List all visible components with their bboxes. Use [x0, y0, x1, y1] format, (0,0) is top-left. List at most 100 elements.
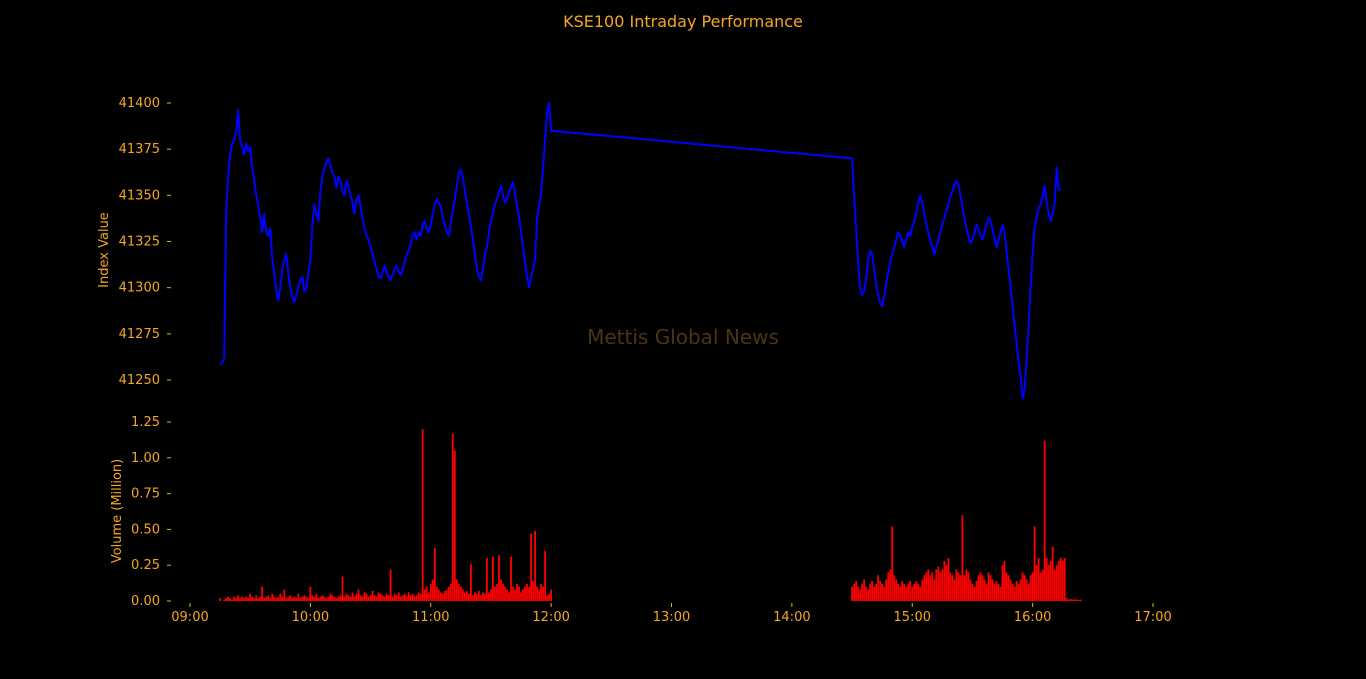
volume-bar	[457, 583, 460, 601]
volume-bar	[943, 560, 946, 601]
volume-bar	[931, 572, 934, 601]
volume-series	[219, 429, 1082, 601]
volume-bar	[265, 596, 268, 601]
volume-bar	[971, 583, 974, 601]
volume-bar	[421, 429, 424, 601]
volume-bar	[233, 596, 235, 601]
volume-bar	[919, 586, 922, 601]
volume-bar	[1037, 558, 1040, 601]
volume-bar	[395, 595, 398, 601]
x-tick-label: 11:00	[412, 610, 449, 625]
x-axis: 09:00 10:00 11:00 12:00 13:00 14:00 15:00 16:00…	[171, 603, 1172, 625]
volume-bar	[524, 586, 526, 601]
volume-bar	[339, 595, 342, 601]
volume-bar	[484, 593, 486, 601]
volume-bar	[1059, 558, 1062, 601]
volume-bar	[285, 598, 288, 601]
index-y-axis-label: Index Value	[97, 212, 112, 288]
volume-bar	[429, 583, 432, 601]
volume-bar	[488, 592, 490, 601]
volume-bar	[911, 586, 914, 601]
volume-bar	[887, 572, 890, 601]
volume-bar	[333, 596, 336, 601]
volume-bar	[1011, 583, 1014, 601]
volume-bar	[347, 595, 350, 601]
volume-bar	[303, 595, 306, 601]
volume-bar	[1073, 599, 1076, 601]
volume-bar	[1045, 558, 1048, 601]
volume-bar	[500, 579, 502, 601]
volume-bar	[1055, 565, 1058, 601]
volume-bar	[867, 589, 869, 601]
volume-bar	[518, 586, 520, 601]
volume-bar	[853, 583, 855, 601]
volume-bar	[999, 586, 1002, 601]
volume-bar	[917, 583, 920, 601]
volume-bar	[435, 586, 438, 601]
volume-bar	[857, 586, 859, 601]
volume-bar	[949, 572, 952, 601]
volume-bar	[335, 598, 338, 601]
volume-bar	[329, 593, 332, 601]
volume-bar	[319, 596, 322, 601]
volume-bar	[975, 581, 978, 601]
volume-bar	[1031, 572, 1034, 601]
volume-bar	[464, 592, 466, 601]
volume-bar	[897, 583, 900, 601]
volume-bar	[532, 581, 534, 601]
volume-bar	[393, 593, 396, 601]
volume-y-tick-label: 1.25	[131, 415, 160, 430]
volume-bar	[355, 593, 358, 601]
volume-bar	[955, 569, 958, 601]
volume-bar	[901, 581, 904, 601]
volume-bar	[453, 450, 456, 601]
x-tick-label: 15:00	[894, 610, 931, 625]
volume-bar	[516, 583, 518, 601]
volume-bar	[893, 575, 896, 601]
volume-bar	[307, 598, 310, 601]
volume-bar	[315, 593, 318, 601]
volume-bar	[969, 579, 972, 601]
volume-bar	[522, 589, 524, 601]
volume-bar	[1023, 575, 1026, 601]
volume-bar	[451, 433, 454, 601]
volume-bar	[873, 586, 875, 601]
volume-bar	[909, 581, 912, 601]
x-tick-label: 10:00	[292, 610, 329, 625]
volume-bar	[257, 598, 260, 601]
volume-bar	[1065, 598, 1068, 601]
volume-bar	[462, 589, 464, 601]
volume-bar	[267, 595, 270, 601]
volume-bar	[431, 579, 434, 601]
volume-bar	[1029, 575, 1032, 601]
volume-bar	[534, 530, 536, 601]
volume-bar	[1077, 599, 1080, 601]
volume-bar	[275, 598, 278, 601]
volume-bar	[445, 589, 448, 601]
x-tick-label: 12:00	[532, 610, 569, 625]
volume-bar	[869, 583, 871, 601]
volume-bar	[937, 566, 940, 601]
volume-bar	[277, 596, 280, 601]
volume-bar	[983, 579, 986, 601]
volume-bar	[895, 579, 898, 601]
volume-bar	[403, 593, 406, 601]
volume-bar	[923, 575, 926, 601]
volume-bar	[1047, 565, 1050, 601]
volume-bar	[237, 595, 240, 601]
volume-bar	[995, 581, 998, 601]
volume-bar	[927, 569, 930, 601]
volume-bar	[365, 593, 368, 601]
volume-bar	[427, 592, 430, 601]
volume-bar	[536, 586, 538, 601]
volume-bar	[261, 586, 264, 601]
volume-bar	[494, 586, 496, 601]
index-y-tick-label: 41275	[119, 327, 160, 342]
index-y-tick-label: 41400	[119, 96, 160, 111]
volume-bar	[439, 592, 442, 601]
volume-bar	[883, 586, 886, 601]
volume-bar	[977, 575, 980, 601]
volume-bar	[247, 598, 250, 601]
volume-bar	[239, 598, 242, 601]
